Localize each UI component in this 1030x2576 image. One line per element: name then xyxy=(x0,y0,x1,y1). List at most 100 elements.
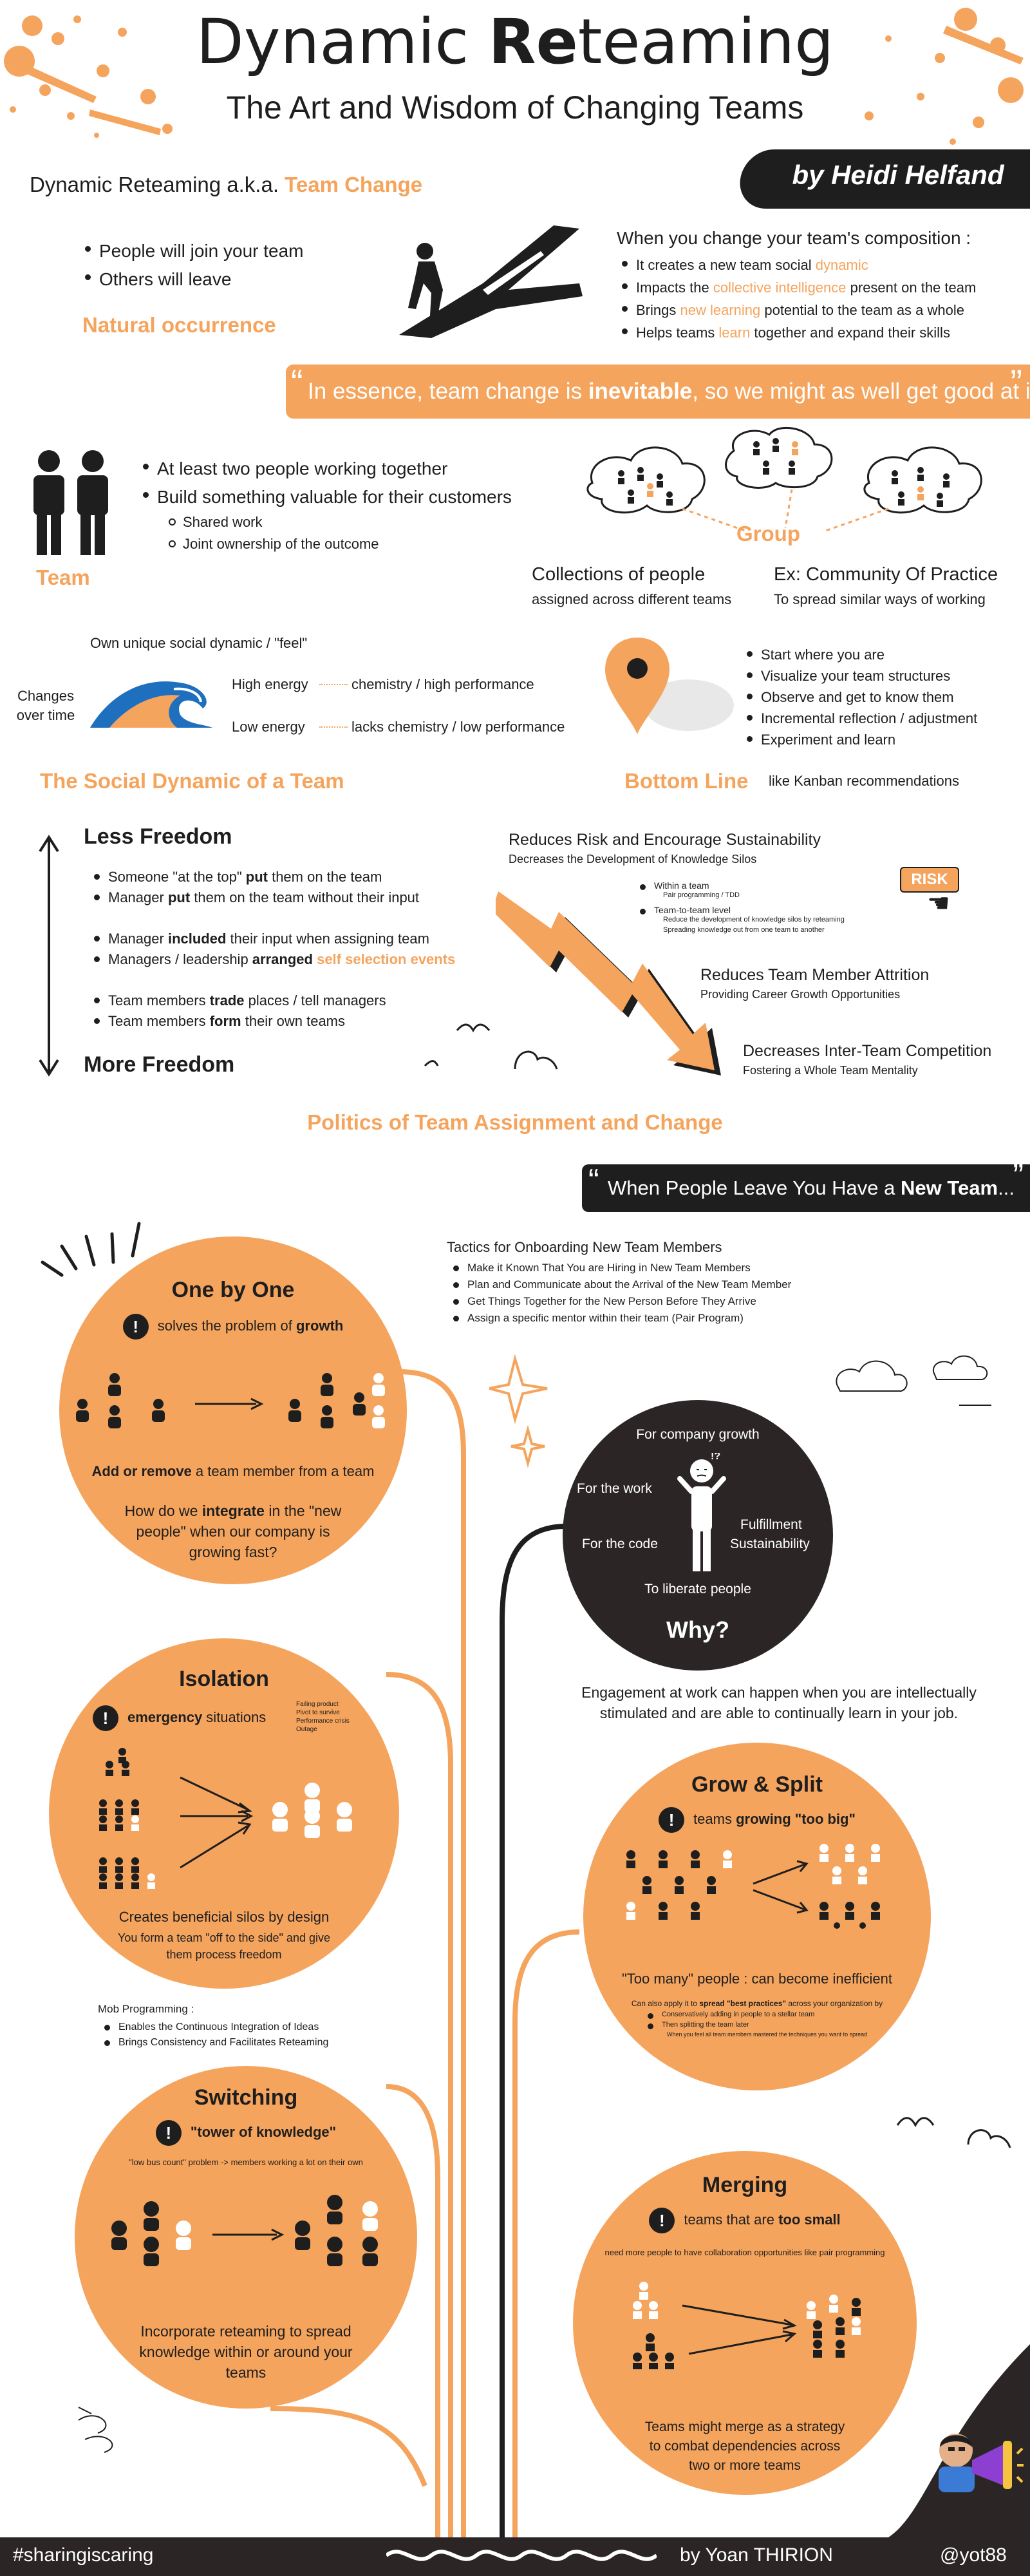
team-sub-bullet: Joint ownership of the outcome xyxy=(166,533,379,555)
switching-problem: ! "tower of knowledge" xyxy=(75,2120,417,2146)
mob-list: Enables the Continuous Integration of Id… xyxy=(102,2020,328,2050)
why-title: Why? xyxy=(666,1616,729,1643)
high-energy-arrow xyxy=(319,684,348,685)
composition-item: Helps teams learn together and expand th… xyxy=(619,321,976,344)
grow-split-spread: Can also apply it to spread "best practi… xyxy=(631,1999,883,2008)
attrition-sub: Providing Career Growth Opportunities xyxy=(700,988,901,1001)
one-by-one-problem: ! solves the problem of growth xyxy=(59,1314,407,1340)
composition-item: Impacts the collective intelligence pres… xyxy=(619,276,976,299)
switching-bus: "low bus count" problem -> members worki… xyxy=(129,2157,363,2167)
risk-detail-sub: Spreading knowledge out from one team to… xyxy=(663,926,825,934)
engagement-text: Engagement at work can happen when you a… xyxy=(581,1684,977,1721)
megaphone-avatar-icon xyxy=(939,2434,1024,2492)
group-label: Group xyxy=(736,522,800,545)
freedom-list-bottom: Team members trade places / tell manager… xyxy=(91,990,386,1032)
wave-icon xyxy=(90,681,212,728)
sparkle-icon xyxy=(489,1354,548,1468)
isolation-situations: Failing product Pivot to survive Perform… xyxy=(296,1701,350,1733)
freedom-item: Team members form their own teams xyxy=(91,1011,386,1032)
grow-split-subitem: When you feel all team members mastered … xyxy=(667,2031,868,2038)
grow-split-list: Conservatively adding in people to a ste… xyxy=(645,2009,814,2030)
kanban-label: like Kanban recommendations xyxy=(769,773,959,789)
feel-label: Own unique social dynamic / "feel" xyxy=(90,635,308,651)
dash-marks-icon xyxy=(41,1222,141,1277)
exclamation-icon: ! xyxy=(155,2120,182,2146)
risk-details-2: Team-to-team level xyxy=(637,904,731,916)
intro-bullet: People will join your team xyxy=(82,237,304,265)
why-work: For the work xyxy=(577,1481,652,1496)
grow-split-problem: ! teams growing "too big" xyxy=(583,1807,931,1833)
bottom-line-bullet: Observe and get to know them xyxy=(744,687,977,708)
quote-open-icon: “ xyxy=(588,1162,599,1198)
bottom-line-label: Bottom Line xyxy=(624,769,749,793)
exclamation-icon: ! xyxy=(122,1314,149,1340)
svg-text:!?: !? xyxy=(711,1453,720,1462)
exclamation-icon: ! xyxy=(649,2208,675,2233)
low-energy-label: Low energy xyxy=(232,719,305,735)
intro-bullets: People will join your team Others will l… xyxy=(82,237,304,294)
isolation-problem: ! emergency situations xyxy=(93,1705,266,1731)
isolation-title: Isolation xyxy=(179,1667,269,1691)
grow-split-title: Grow & Split xyxy=(691,1772,823,1797)
intro-bullet: Others will leave xyxy=(82,265,304,294)
title-part-b: teaming xyxy=(577,6,834,78)
one-by-one-people-icon xyxy=(76,1373,385,1428)
onboarding-title: Tactics for Onboarding New Team Members xyxy=(447,1239,722,1255)
freedom-item: Managers / leadership arranged self sele… xyxy=(91,949,455,970)
why-code: For the code xyxy=(582,1537,658,1551)
why-liberate: To liberate people xyxy=(644,1582,751,1596)
composition-item: Brings new learning potential to the tea… xyxy=(619,299,976,321)
freedom-item: Manager put them on the team without the… xyxy=(91,887,419,908)
why-fulfillment: Fulfillment xyxy=(740,1517,802,1532)
risk-sub: Decreases the Development of Knowledge S… xyxy=(509,853,757,866)
inevitable-quote: “ In essence, team change is inevitable,… xyxy=(286,362,1030,419)
mob-item: Enables the Continuous Integration of Id… xyxy=(102,2020,328,2035)
grow-split-item: Conservatively adding in people to a ste… xyxy=(645,2009,814,2020)
switching-people-icon xyxy=(111,2195,378,2266)
team-sub-bullets: Shared work Joint ownership of the outco… xyxy=(166,511,379,555)
freedom-item: Someone "at the top" put them on the tea… xyxy=(91,867,419,887)
isolation-people-icon xyxy=(99,1748,352,1889)
risk-title: Reduces Risk and Encourage Sustainabilit… xyxy=(509,831,821,849)
team-label: Team xyxy=(36,565,90,589)
composition-list: It creates a new team social dynamic Imp… xyxy=(619,254,976,344)
new-team-banner: “ When People Leave You Have a New Team.… xyxy=(582,1157,1030,1212)
risk-badge: RISK xyxy=(900,867,959,893)
attrition-title: Reduces Team Member Attrition xyxy=(700,966,930,984)
subtitle: The Art and Wisdom of Changing Teams xyxy=(226,90,804,126)
switching-circle xyxy=(75,2066,417,2409)
bottom-line-bullets: Start where you are Visualize your team … xyxy=(744,644,977,750)
footer-author: by Yoan THIRION xyxy=(680,2544,833,2566)
collections-title: Collections of people xyxy=(532,564,706,585)
merging-problem: ! teams that are too small xyxy=(573,2208,917,2233)
onboarding-item: Assign a specific mentor within their te… xyxy=(451,1310,791,1327)
two-people-icon xyxy=(33,450,108,555)
competition-title: Decreases Inter-Team Competition xyxy=(743,1042,992,1060)
wind-icon xyxy=(78,2407,113,2453)
bottom-line-bullet: Incremental reflection / adjustment xyxy=(744,708,977,729)
competition-sub: Fostering a Whole Team Mentality xyxy=(743,1064,918,1077)
exclamation-icon: ! xyxy=(659,1807,685,1833)
merging-need: need more people to have collaboration o… xyxy=(604,2248,885,2257)
low-energy-arrow xyxy=(319,726,348,728)
confused-person-icon: !? xyxy=(677,1453,726,1571)
connector-lines xyxy=(270,1369,580,2550)
high-energy-label: High energy xyxy=(232,676,308,692)
author-label: by Heidi Helfand xyxy=(792,160,1004,190)
footer-handle: @yot88 xyxy=(940,2544,1007,2566)
freedom-item: Team members trade places / tell manager… xyxy=(91,990,386,1011)
mob-title: Mob Programming : xyxy=(98,2003,194,2015)
team-bullet: At least two people working together xyxy=(140,455,512,483)
birds-icon xyxy=(424,1023,558,1070)
changes-label: Changes over time xyxy=(16,688,75,723)
grow-split-too-many: "Too many" people : can become inefficie… xyxy=(621,1971,893,1987)
title-part-bold: Re xyxy=(488,6,578,78)
freedom-item: Manager included their input when assign… xyxy=(91,929,455,949)
merging-title: Merging xyxy=(702,2173,788,2197)
one-by-one-question: How do we integrate in the "new people" … xyxy=(124,1502,342,1560)
onboarding-item: Make it Known That You are Hiring in New… xyxy=(451,1260,791,1276)
bottom-line-bullet: Start where you are xyxy=(744,644,977,665)
merging-merge: Teams might merge as a strategy to comba… xyxy=(644,2420,845,2473)
social-dynamic-label: The Social Dynamic of a Team xyxy=(40,769,344,793)
cop-title: Ex: Community Of Practice xyxy=(774,564,998,585)
